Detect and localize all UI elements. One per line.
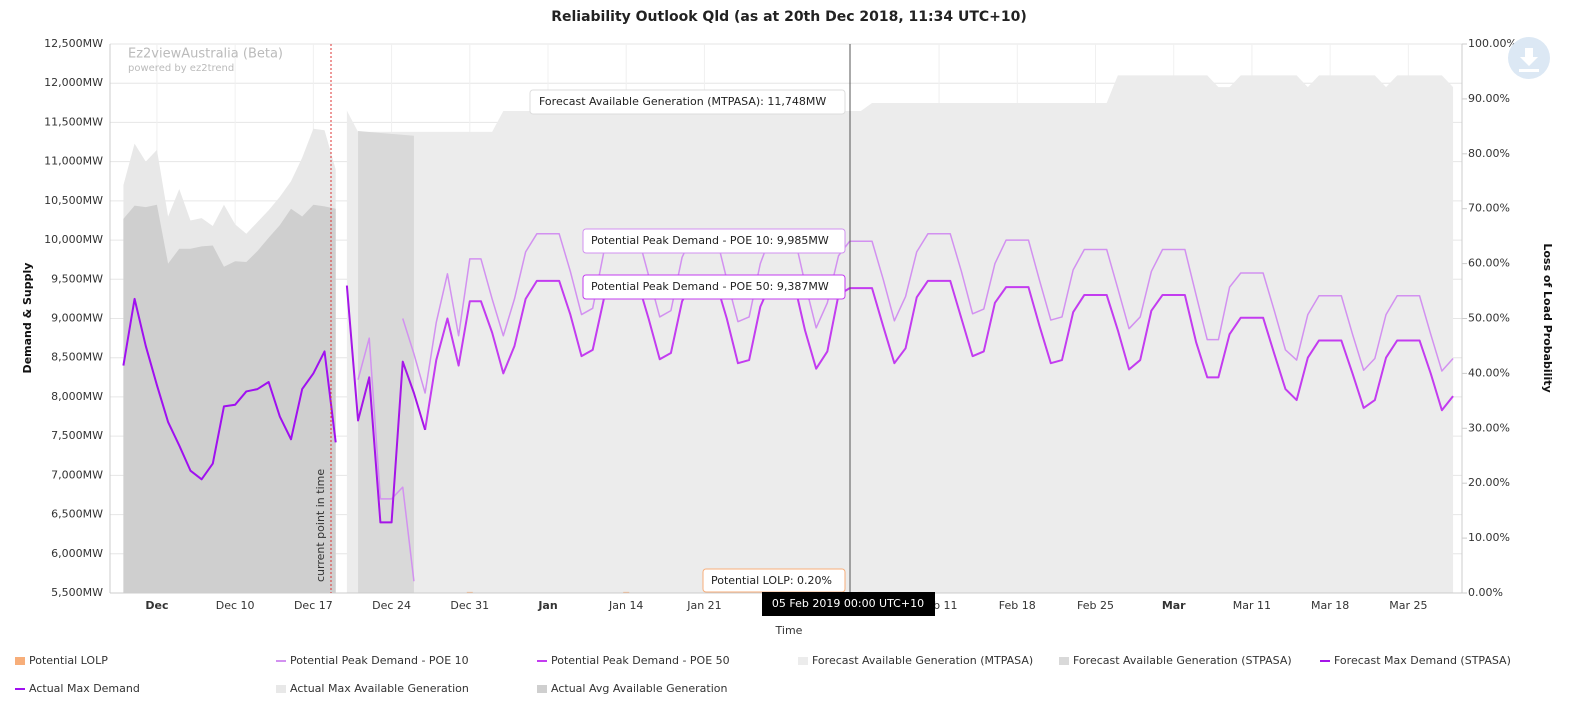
download-icon[interactable] <box>1519 48 1539 72</box>
legend-label[interactable]: Forecast Available Generation (MTPASA) <box>812 654 1033 667</box>
y-tick-label: 9,000MW <box>51 312 103 325</box>
y2-tick-label: 10.00% <box>1468 531 1510 544</box>
area <box>123 204 336 593</box>
axes: 5,500MW 6,000MW 6,500MW 7,000MW 7,500MW 8,000… <box>44 37 1517 612</box>
y-tick-label: 12,500MW <box>44 37 103 50</box>
tooltip-lolp: Potential LOLP: 0.20% <box>702 568 846 593</box>
legend-swatch[interactable] <box>798 657 808 665</box>
y-tick-label: 12,000MW <box>44 76 103 89</box>
y2-axis-title: Loss of Load Probability <box>1541 243 1554 392</box>
legend-label[interactable]: Actual Avg Available Generation <box>551 682 728 695</box>
x-tick-label: Mar 18 <box>1311 599 1349 612</box>
tooltip-poe50: Potential Peak Demand - POE 50: 9,387MW <box>582 274 846 300</box>
x-axis-title: Time <box>775 624 803 637</box>
x-tick-label: Dec 24 <box>372 599 411 612</box>
line <box>357 233 1454 582</box>
tooltip-date: 05 Feb 2019 00:00 UTC+10 <box>762 592 935 616</box>
legend: Potential LOLP Potential Peak Demand - PO… <box>15 654 1511 695</box>
y2-tick-label: 60.00% <box>1468 257 1510 270</box>
tooltip-text: Potential Peak Demand - POE 50: 9,387MW <box>591 280 829 293</box>
x-tick-label: Dec 10 <box>216 599 255 612</box>
legend-swatch[interactable] <box>15 657 25 665</box>
line <box>345 285 427 524</box>
x-tick-label: Mar 25 <box>1389 599 1427 612</box>
y-tick-label: 11,500MW <box>44 115 103 128</box>
y-tick-label: 6,000MW <box>51 547 103 560</box>
chart-title: Reliability Outlook Qld (as at 20th Dec … <box>551 9 1027 25</box>
tooltip-mtpasa: Forecast Available Generation (MTPASA): … <box>529 89 846 115</box>
tooltip-text: 05 Feb 2019 00:00 UTC+10 <box>772 597 924 610</box>
tooltip-text: Potential Peak Demand - POE 10: 9,985MW <box>591 234 829 247</box>
area <box>346 75 1454 593</box>
x-tick-label: Jan 14 <box>608 599 643 612</box>
areas <box>123 75 1454 593</box>
column <box>466 591 473 593</box>
x-tick-label: Jan 21 <box>686 599 721 612</box>
x-tick-label: Mar 11 <box>1233 599 1271 612</box>
legend-label[interactable]: Potential Peak Demand - POE 50 <box>551 654 730 667</box>
column <box>623 591 630 593</box>
y2-tick-label: 80.00% <box>1468 147 1510 160</box>
y2-tick-label: 70.00% <box>1468 202 1510 215</box>
x-tick-label: Feb 25 <box>1077 599 1114 612</box>
y-axis-title: Demand & Supply <box>21 263 34 374</box>
y-tick-label: 6,500MW <box>51 508 103 521</box>
x-tick-label: Mar <box>1162 599 1186 612</box>
legend-swatch[interactable] <box>537 685 547 693</box>
y-tick-label: 11,000MW <box>44 155 103 168</box>
y-tick-label: 7,500MW <box>51 429 103 442</box>
legend-swatch[interactable] <box>276 685 286 693</box>
legend-label[interactable]: Actual Max Demand <box>29 682 140 695</box>
x-tick-label: Dec <box>145 599 168 612</box>
legend-label[interactable]: Potential Peak Demand - POE 10 <box>290 654 469 667</box>
x-tick-label: Jan <box>537 599 557 612</box>
y2-tick-label: 0.00% <box>1468 586 1503 599</box>
y-tick-label: 9,500MW <box>51 272 103 285</box>
y2-tick-label: 30.00% <box>1468 421 1510 434</box>
tooltip-box <box>762 592 935 616</box>
line <box>122 297 337 481</box>
area <box>358 131 414 593</box>
watermark-title: Ez2viewAustralia (Beta) <box>128 47 283 62</box>
y2-tick-label: 20.00% <box>1468 476 1510 489</box>
legend-label[interactable]: Forecast Max Demand (STPASA) <box>1334 654 1511 667</box>
y-tick-label: 8,000MW <box>51 390 103 403</box>
tooltip-poe10: Potential Peak Demand - POE 10: 9,985MW <box>582 228 846 254</box>
x-tick-label: Dec 31 <box>450 599 489 612</box>
y2-tick-label: 90.00% <box>1468 92 1510 105</box>
legend-label[interactable]: Forecast Available Generation (STPASA) <box>1073 654 1292 667</box>
x-tick-label: Feb 18 <box>999 599 1036 612</box>
legend-label[interactable]: Potential LOLP <box>29 654 108 667</box>
tooltip-text: Potential LOLP: 0.20% <box>711 574 832 587</box>
watermark-subtitle: powered by ez2trend <box>128 63 234 74</box>
tooltip-text: Forecast Available Generation (MTPASA): … <box>539 95 826 108</box>
x-tick-label: Dec 17 <box>294 599 333 612</box>
y-tick-label: 10,500MW <box>44 194 103 207</box>
tooltip-box <box>582 274 846 300</box>
line <box>424 279 1454 431</box>
lines <box>122 233 1454 582</box>
y-tick-label: 10,000MW <box>44 233 103 246</box>
y-tick-label: 7,000MW <box>51 468 103 481</box>
tooltip-box <box>529 89 846 115</box>
current-time-label: current point in time <box>314 469 327 582</box>
tooltip-box <box>582 228 846 254</box>
y-tick-label: 8,500MW <box>51 351 103 364</box>
y-tick-label: 5,500MW <box>51 586 103 599</box>
y2-tick-label: 40.00% <box>1468 366 1510 379</box>
download-button[interactable] <box>1508 37 1550 79</box>
y2-tick-label: 50.00% <box>1468 312 1510 325</box>
y2-tick-label: 100.00% <box>1468 37 1517 50</box>
legend-swatch[interactable] <box>1059 657 1069 665</box>
legend-label[interactable]: Actual Max Available Generation <box>290 682 469 695</box>
